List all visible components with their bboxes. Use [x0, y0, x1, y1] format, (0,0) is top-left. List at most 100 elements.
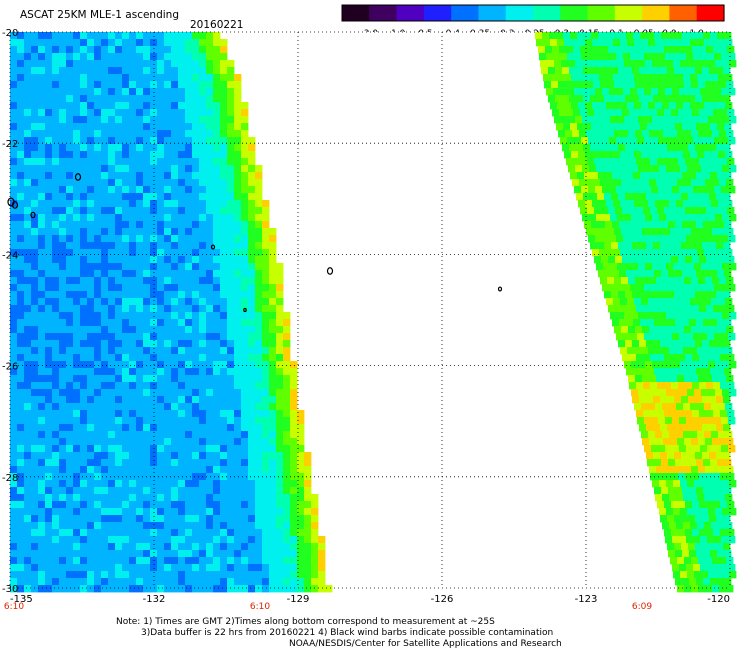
swath-cell [676, 39, 684, 47]
swath-cell [185, 410, 193, 418]
swath-cell [206, 235, 214, 243]
swath-cell [178, 333, 186, 341]
swath-cell [729, 263, 737, 271]
swath-cell [73, 270, 81, 278]
swath-cell [87, 543, 95, 551]
swath-cell [633, 319, 641, 327]
swath-cell [24, 46, 32, 54]
swath-cell [666, 263, 674, 271]
swath-cell [220, 445, 228, 453]
swath-cell [563, 123, 571, 131]
swath-cell [66, 529, 74, 537]
swath-cell [687, 214, 695, 222]
swath-cell [632, 340, 640, 348]
swath-cell [684, 375, 692, 383]
swath-cell [706, 305, 714, 313]
swath-cell [680, 361, 688, 369]
swath-cell [721, 417, 729, 425]
swath-cell [644, 417, 652, 425]
swath-cell [227, 67, 235, 75]
swath-cell [686, 564, 694, 572]
swath-cell [45, 375, 53, 383]
swath-cell [150, 508, 158, 516]
swath-cell [213, 459, 221, 467]
swath-cell [667, 340, 675, 348]
swath-cell [94, 270, 102, 278]
swath-cell [220, 144, 228, 152]
swath-cell [136, 144, 144, 152]
swath-cell [658, 417, 666, 425]
swath-cell [178, 480, 186, 488]
swath-cell [634, 347, 642, 355]
swath-cell [622, 158, 630, 166]
swath-cell [171, 298, 179, 306]
swath-cell [45, 74, 53, 82]
swath-cell [115, 312, 123, 320]
swath-cell [543, 74, 551, 82]
swath-cell [594, 158, 602, 166]
swath-cell [637, 333, 645, 341]
swath-cell [66, 375, 74, 383]
swath-cell [234, 284, 242, 292]
swath-cell [59, 368, 67, 376]
swath-cell [697, 200, 705, 208]
swath-cell [24, 424, 32, 432]
swath-cell [595, 235, 603, 243]
swath-cell [660, 67, 668, 75]
title: ASCAT 25KM MLE-1 ascending [20, 9, 179, 21]
swath-cell [108, 361, 116, 369]
swath-cell [192, 466, 200, 474]
swath-cell [10, 109, 18, 117]
swath-cell [601, 109, 609, 117]
swath-cell [220, 242, 228, 250]
swath-cell [718, 347, 726, 355]
swath-cell [10, 424, 18, 432]
swath-cell [185, 95, 193, 103]
swath-cell [719, 466, 727, 474]
swath-cell [122, 522, 130, 530]
swath-cell [122, 130, 130, 138]
swath-cell [171, 81, 179, 89]
swath-cell [108, 501, 116, 509]
swath-cell [213, 67, 221, 75]
swath-cell [192, 67, 200, 75]
swath-cell [679, 137, 687, 145]
swath-cell [10, 137, 18, 145]
swath-cell [546, 53, 554, 61]
swath-cell [276, 515, 284, 523]
swath-cell [720, 473, 728, 481]
swath-cell [150, 95, 158, 103]
swath-cell [686, 417, 694, 425]
swath-cell [164, 396, 172, 404]
swath-cell [136, 193, 144, 201]
swath-cell [101, 172, 109, 180]
swath-cell [716, 95, 724, 103]
swath-cell [234, 347, 242, 355]
swath-cell [213, 256, 221, 264]
swath-cell [227, 508, 235, 516]
swath-cell [122, 270, 130, 278]
swath-cell [598, 32, 606, 40]
swath-cell [157, 431, 165, 439]
swath-cell [227, 81, 235, 89]
swath-cell [108, 403, 116, 411]
swath-cell [38, 361, 46, 369]
swath-cell [199, 508, 207, 516]
swath-cell [17, 193, 25, 201]
swath-cell [695, 515, 703, 523]
swath-cell [101, 263, 109, 271]
swath-cell [199, 529, 207, 537]
swath-cell [129, 466, 137, 474]
swath-cell [206, 298, 214, 306]
swath-cell [80, 193, 88, 201]
swath-cell [676, 431, 684, 439]
swath-cell [108, 312, 116, 320]
swath-cell [662, 249, 670, 257]
swath-cell [669, 298, 677, 306]
swath-cell [599, 74, 607, 82]
swath-cell [38, 389, 46, 397]
swath-cell [699, 529, 707, 537]
swath-cell [694, 508, 702, 516]
swath-cell [59, 88, 67, 96]
swath-cell [101, 424, 109, 432]
